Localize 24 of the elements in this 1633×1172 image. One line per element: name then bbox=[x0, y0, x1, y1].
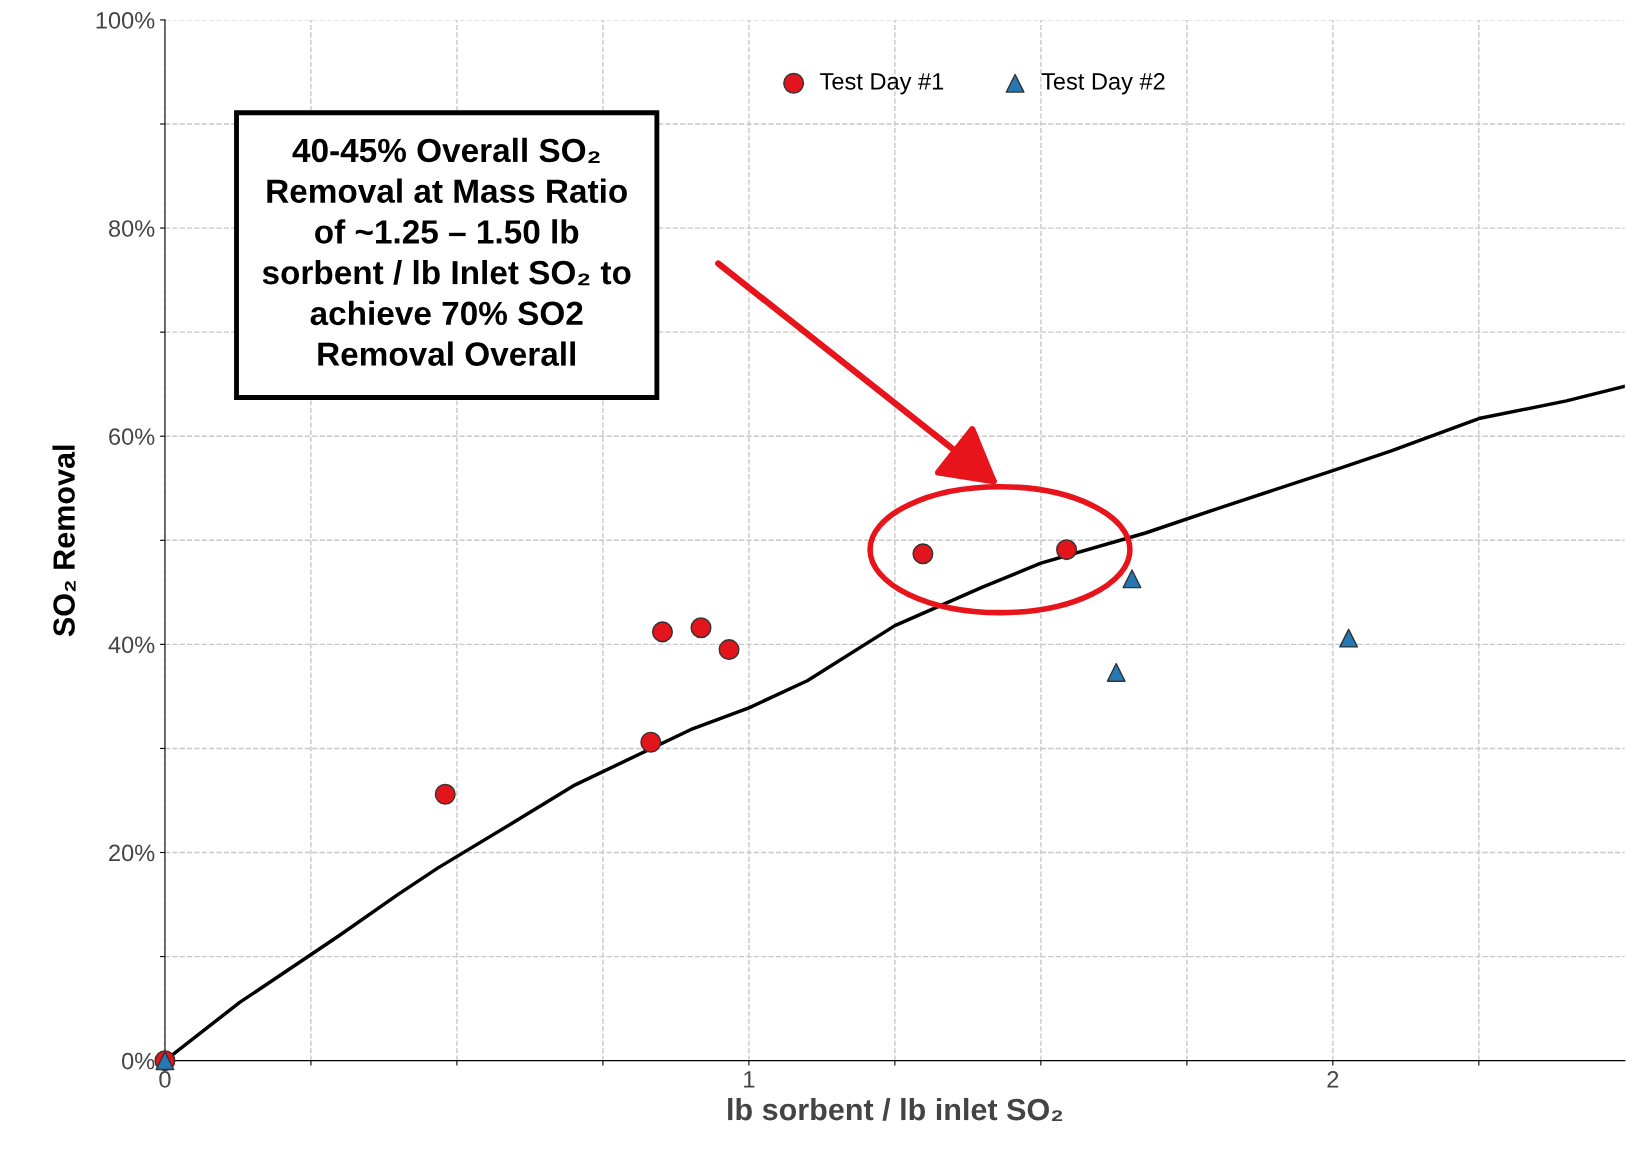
x-axis-title: lb sorbent / lb inlet SO₂ bbox=[728, 1097, 1063, 1122]
x-tick-label: 0 bbox=[159, 1071, 171, 1088]
annotation: 40-45% Overall SO₂ Removal at Mass Ratio of ~1.25 – 1.50 lb sorbent / lb Inlet SO₂ to achieve 70% SO2 Removal Overall bbox=[262, 137, 631, 366]
point bbox=[912, 543, 934, 565]
y-tick-label: 0% bbox=[122, 1052, 155, 1070]
point bbox=[1056, 539, 1078, 561]
y-tick-label: 20% bbox=[109, 844, 155, 862]
point bbox=[1106, 662, 1126, 682]
point bbox=[1339, 628, 1359, 648]
point bbox=[651, 621, 673, 643]
point bbox=[434, 783, 456, 805]
y-tick-label: 80% bbox=[108, 220, 155, 237]
y-tick-label: 40% bbox=[108, 636, 155, 654]
x-tick-label: 1 bbox=[744, 1071, 755, 1088]
x-tick-label: 2 bbox=[1327, 1071, 1339, 1088]
y-tick-label: 60% bbox=[109, 428, 155, 446]
point bbox=[640, 731, 662, 753]
legend-label: Test Day #1 bbox=[820, 73, 944, 95]
y-tick-label: 100% bbox=[96, 11, 155, 29]
point bbox=[718, 639, 740, 661]
point bbox=[690, 617, 712, 639]
legend-label: Test Day #2 bbox=[1041, 73, 1165, 95]
point bbox=[1122, 569, 1142, 589]
y-axis-title: SO₂ Removal bbox=[52, 445, 76, 637]
